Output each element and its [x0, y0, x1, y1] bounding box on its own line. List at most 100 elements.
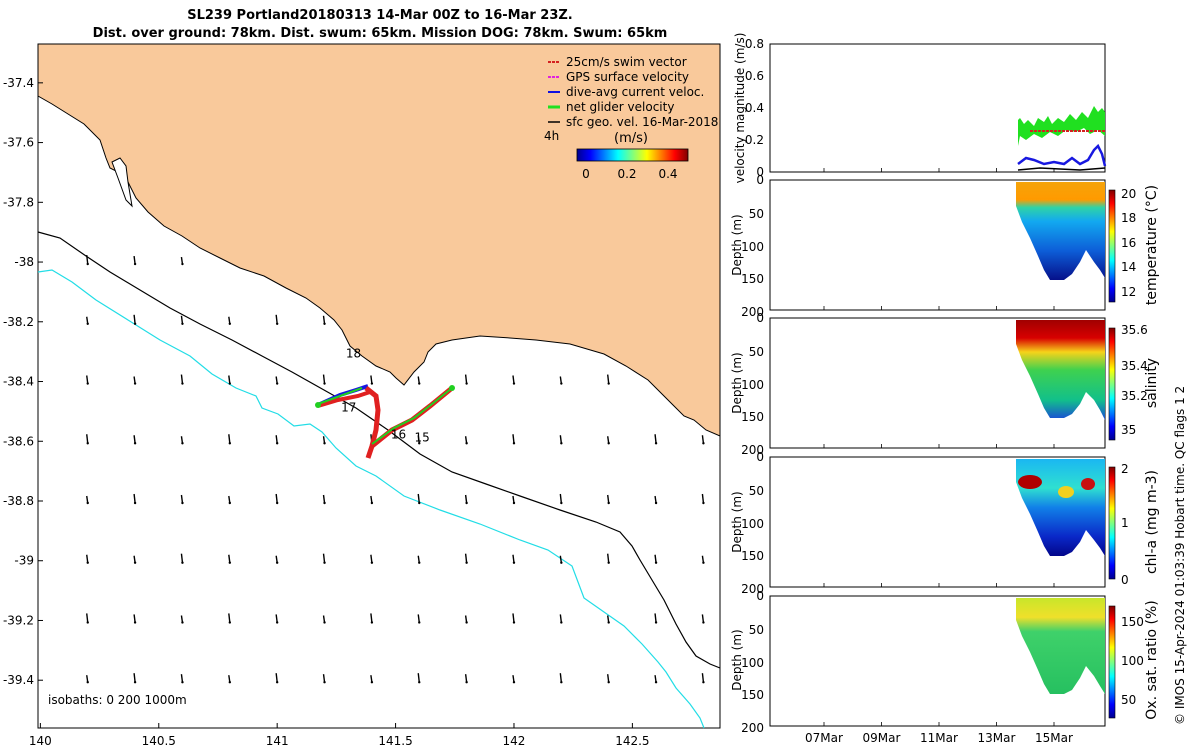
geostrophic-arrow [180, 374, 184, 385]
depth-ytick: 0 [756, 173, 764, 187]
temperature-colorbar-label: temperature (°C) [1144, 185, 1160, 305]
geostrophic-arrow [654, 434, 658, 445]
legend-dive-avg-current: dive-avg current veloc. [548, 85, 704, 99]
small-island [111, 157, 133, 208]
glider-track [315, 384, 455, 459]
chla-panel: Depth (m) chl-a (mg m-3) 0 50 100 150 20… [730, 450, 1160, 596]
geostrophic-arrow [228, 495, 232, 505]
legend-gps-surface-velocity: GPS surface velocity [548, 70, 689, 84]
day-label: 15 [415, 430, 430, 444]
geostrophic-arrow [180, 315, 184, 325]
colorbar-tick: 12 [1121, 285, 1136, 299]
map-ytick-label: -38.4 [3, 375, 34, 389]
geostrophic-arrow [512, 613, 516, 624]
chla-yticks: 0 50 100 150 200 [741, 450, 764, 596]
velocity-colorbar-tick: 0 [582, 167, 590, 181]
geostrophic-arrow [464, 615, 468, 624]
geostrophic-arrow [701, 614, 705, 624]
geostrophic-arrow [180, 553, 184, 564]
geostrophic-arrow [654, 675, 658, 684]
geostrophic-arrow [86, 554, 89, 564]
colorbar-tick: 50 [1121, 693, 1136, 707]
map-xtick-label: 141.5 [378, 734, 412, 748]
salinity-yticks: 0 50 100 150 200 [741, 311, 764, 457]
geostrophic-arrow [607, 436, 610, 445]
depth-ytick: 0 [756, 589, 764, 603]
temperature-panel: Depth (m) temperature (°C) 0 50 100 150 … [730, 173, 1160, 319]
salinity-section [1016, 320, 1105, 420]
depth-ytick: 100 [741, 517, 764, 531]
oxygen-yticks: 0 50 100 150 200 [741, 589, 764, 735]
map-ytick-label: -38 [14, 255, 34, 269]
velocity-ytick: 0.6 [745, 69, 764, 83]
legend-swim-vector-label: 25cm/s swim vector [566, 55, 687, 69]
salinity-colorbar-label: salinity [1144, 358, 1160, 408]
map-ytick-label: -38.2 [3, 315, 34, 329]
salinity-colorbar [1108, 327, 1116, 441]
map-longitude-ticks: 140 140.5 141 141.5 142 142.5 [29, 723, 650, 748]
velocity-ytick: 0.4 [745, 101, 764, 115]
legend-swim-vector: 25cm/s swim vector [548, 55, 687, 69]
geostrophic-arrow [228, 375, 232, 385]
map-ytick-label: -37.6 [3, 136, 34, 150]
geostrophic-arrow [417, 555, 421, 564]
track-swim-vector-west-leg [317, 390, 371, 408]
depth-ytick: 200 [741, 305, 764, 319]
geostrophic-arrow [701, 555, 705, 564]
geostrophic-arrow [701, 673, 705, 684]
imos-credit: © IMOS 15-Apr-2024 01:03:39 Hobart time.… [1173, 386, 1187, 725]
geostrophic-arrow [322, 615, 326, 624]
geostrophic-trace [1017, 167, 1106, 171]
depth-ytick: 0 [756, 311, 764, 325]
velocity-ylabel: velocity magnitude (m/s) [733, 33, 747, 184]
geostrophic-arrow [654, 554, 658, 564]
depth-ytick: 200 [741, 582, 764, 596]
map-ytick-label: -38.6 [3, 434, 34, 448]
geostrophic-arrow [322, 494, 326, 505]
time-tick-label: 15Mar [1035, 731, 1073, 745]
geostrophic-arrow [512, 675, 516, 684]
legend-net-glider-label: net glider velocity [566, 100, 674, 114]
geostrophic-arrow [275, 435, 279, 445]
net-glider-velocity-trace [1018, 106, 1105, 146]
geostrophic-arrow [133, 493, 137, 505]
legend-sfc-geo-label: sfc geo. vel. 16-Mar-2018 [566, 115, 718, 129]
geostrophic-arrow [607, 615, 610, 624]
legend-sfc-geo-vel: sfc geo. vel. 16-Mar-2018 [548, 115, 718, 129]
geostrophic-arrow [322, 553, 326, 564]
depth-ytick: 50 [749, 345, 764, 359]
geostrophic-arrow [701, 435, 705, 445]
map-xtick-label: 140.5 [142, 734, 176, 748]
geostrophic-arrow [180, 436, 184, 445]
velocity-axes-box [769, 43, 1106, 173]
day-label: 16 [391, 427, 406, 441]
chla-colorbar-ticks: 2 1 0 [1121, 462, 1129, 587]
geostrophic-arrow [607, 553, 610, 564]
chla-maximum-patch [1058, 486, 1074, 498]
velocity-ytick: 0.8 [745, 37, 764, 51]
geostrophic-arrow [228, 316, 232, 325]
geostrophic-arrow [180, 674, 184, 684]
salinity-colorbar-ticks: 35.6 35.4 35.2 35 [1121, 323, 1148, 437]
legend-gps-label: GPS surface velocity [566, 70, 689, 84]
geostrophic-arrow [322, 436, 326, 445]
track-net-glider-velocity [317, 387, 453, 445]
velocity-panel: velocity magnitude (m/s) 0 0.2 0.4 0.6 0… [733, 33, 1107, 184]
map-latitude-ticks: -37.4 -37.6 -37.8 -38 -38.2 -38.4 -38.6 -38.8 -3… [3, 76, 43, 687]
geostrophic-arrow [275, 493, 279, 505]
colorbar-tick: 35.4 [1121, 359, 1148, 373]
geostrophic-arrow [559, 493, 563, 505]
velocity-colorbar-tick: 0.2 [617, 167, 636, 181]
map-legend: 25cm/s swim vector GPS surface velocity … [544, 55, 718, 181]
geostrophic-arrow [464, 674, 468, 684]
isobath-1000m [37, 269, 705, 729]
oxygen-section [1016, 598, 1105, 694]
geostrophic-arrow [86, 675, 89, 684]
colorbar-tick: 150 [1121, 615, 1144, 629]
dive-avg-current-trace [1017, 143, 1107, 167]
depth-ytick: 100 [741, 240, 764, 254]
geostrophic-arrow [133, 555, 137, 564]
day-label: 18 [346, 347, 361, 361]
geostrophic-arrow [275, 314, 279, 325]
track-start-marker [315, 402, 321, 408]
